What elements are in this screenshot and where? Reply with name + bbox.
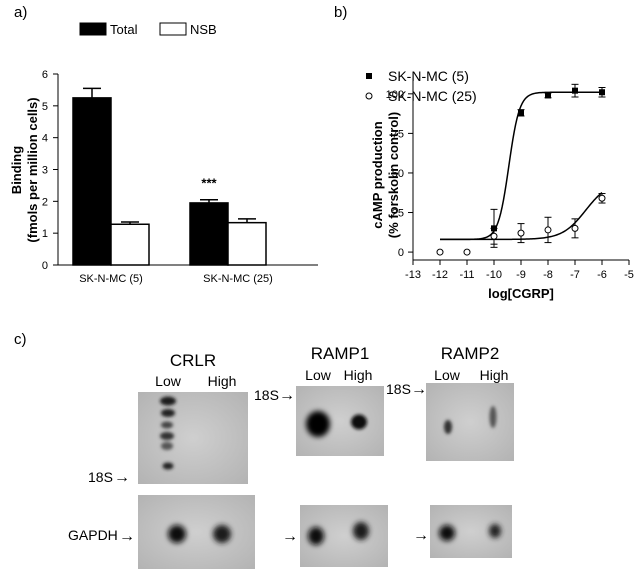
legend-nsb-swatch: [159, 22, 187, 36]
significance-annotation: ***: [201, 176, 217, 191]
legend-series1-label: SK-N-MC (5): [388, 68, 469, 84]
y-tick-label: 100: [386, 89, 404, 101]
y-axis-label-line2: (% forskolin control): [386, 112, 401, 238]
ramp2-18s-arrow-icon: →: [411, 381, 427, 398]
x-tick-label: -6: [597, 269, 607, 281]
data-point-filled-square: [572, 87, 578, 94]
data-point-open-circle: [544, 226, 552, 234]
y-axis-label-line1: cAMP production: [370, 121, 385, 228]
crlr-18s-marker: 18S: [88, 469, 113, 485]
legend-total-swatch: [79, 22, 107, 36]
crlr-low-label: Low: [155, 373, 182, 389]
ramp2-title: RAMP2: [441, 344, 500, 363]
y-tick-label: 4: [42, 133, 48, 145]
crlr-title: CRLR: [170, 351, 216, 370]
x-tick-label: -10: [486, 269, 502, 281]
y-tick-label: 0: [42, 260, 48, 272]
panel-label-b: b): [334, 4, 347, 21]
data-point-filled-square: [545, 92, 551, 99]
x-tick-label: -5: [624, 269, 634, 281]
bar-total-1: [72, 97, 112, 266]
bar-nsb-2: [227, 221, 267, 266]
x-tick-label: -11: [459, 269, 474, 281]
ramp1-title: RAMP1: [311, 344, 370, 363]
y-tick-label: 0: [398, 247, 404, 259]
binding-bar-chart: Total NSB Binding (fmols per million cel…: [9, 22, 318, 285]
ramp2-18s-marker: 18S: [386, 381, 411, 397]
ramp1-low-label: Low: [305, 367, 332, 383]
y-axis-label-line2: (fmols per million cells): [25, 97, 40, 242]
ramp1-high-label: High: [344, 367, 373, 383]
x-tick-label: -8: [543, 269, 553, 281]
crlr-high-label: High: [208, 373, 237, 389]
ramp1-18s-arrow-icon: →: [279, 387, 295, 404]
ramp2-blot: [426, 383, 514, 461]
y-axis-label-line1: Binding: [9, 146, 24, 194]
data-point-open-circle: [571, 224, 579, 232]
y-tick-label: 6: [42, 69, 48, 81]
bar-nsb-1: [110, 223, 150, 266]
y-tick-label: 75: [392, 128, 404, 140]
crlr-gapdh-blot: [138, 495, 255, 569]
ramp1-gapdh-bands: [308, 522, 369, 545]
ramp1-gapdh-arrow-icon: →: [282, 528, 298, 545]
bar-total-2: [189, 202, 229, 266]
x-tick-label: -13: [405, 269, 421, 281]
x-tick-label: -7: [570, 269, 580, 281]
legend-nsb-label: NSB: [190, 22, 217, 37]
ramp2-gapdh-arrow-icon: →: [413, 527, 429, 544]
legend-series2-label: SK-N-MC (25): [388, 88, 477, 104]
data-point-open-circle: [517, 229, 525, 237]
crlr-gapdh-bands: [168, 525, 231, 543]
y-tick-label: 5: [42, 101, 48, 113]
x-tick-label: -12: [432, 269, 448, 281]
data-point-open-circle: [463, 248, 471, 256]
camp-dose-response-chart: cAMP production (% forskolin control) lo…: [365, 68, 634, 301]
y-tick-label: 25: [392, 208, 404, 220]
ramp1-18s-marker: 18S: [254, 387, 279, 403]
ramp2-bands: [444, 406, 497, 434]
y-tick-label: 50: [392, 168, 404, 180]
data-point-open-circle: [436, 248, 444, 256]
legend-open-circle-marker: [365, 92, 373, 100]
panel-label-c: c): [14, 331, 27, 348]
crlr-18s-arrow-icon: →: [114, 469, 130, 486]
crlr-bands: [160, 396, 176, 470]
gapdh-arrow-icon: →: [119, 528, 135, 545]
crlr-blot: [138, 392, 248, 484]
x-tick-label-sknmc5: SK-N-MC (5): [79, 273, 143, 285]
data-point-open-circle: [598, 194, 606, 202]
ramp2-gapdh-bands: [439, 524, 501, 541]
ramp2-low-label: Low: [434, 367, 461, 383]
northern-blots: CRLR Low High 18S → GAPDH → RAMP1: [68, 344, 514, 569]
legend-total-label: Total: [110, 22, 138, 37]
x-tick-label-sknmc25: SK-N-MC (25): [203, 273, 273, 285]
ramp1-bands: [306, 411, 367, 437]
panel-label-a: a): [14, 4, 27, 21]
y-tick-label: 3: [42, 165, 48, 177]
data-point-filled-square: [518, 109, 524, 116]
x-tick-label: -9: [516, 269, 526, 281]
y-tick-label: 2: [42, 196, 48, 208]
x-axis-label: log[CGRP]: [488, 286, 554, 301]
data-point-open-circle: [490, 232, 498, 240]
data-point-filled-square: [599, 89, 605, 96]
gapdh-label: GAPDH: [68, 527, 118, 543]
legend-filled-square-marker: [366, 73, 372, 79]
ramp2-high-label: High: [480, 367, 509, 383]
y-tick-label: 1: [42, 228, 48, 240]
